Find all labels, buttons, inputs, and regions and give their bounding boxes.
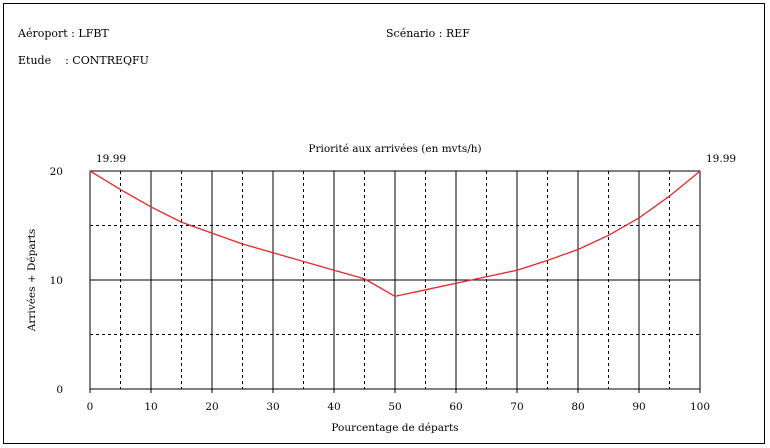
scenario-label: Scénario — [386, 27, 436, 40]
x-tick-label: 20 — [205, 401, 218, 413]
value-annotation: 19.99 — [96, 153, 126, 165]
x-tick-label: 10 — [144, 401, 157, 413]
airport-label: Aéroport — [18, 27, 68, 40]
grid — [90, 171, 700, 389]
x-tick-label: 0 — [87, 401, 94, 413]
x-axis-label: Pourcentage de départs — [331, 422, 458, 434]
x-tick-label: 50 — [388, 401, 401, 413]
airport-value: LFBT — [78, 27, 109, 40]
value-annotation: 19.99 — [706, 153, 736, 165]
series-line — [89, 170, 701, 298]
y-tick-label: 0 — [56, 384, 63, 396]
study-header: Etude : CONTREQFU — [18, 54, 149, 67]
y-tick-label: 20 — [50, 166, 63, 178]
y-axis-label: Arrivées + Départs — [26, 229, 38, 332]
annotations: 19.99 19.99 — [96, 153, 736, 165]
x-tick-label: 70 — [510, 401, 523, 413]
scenario-value: REF — [445, 27, 470, 40]
x-tick-label: 100 — [690, 401, 710, 413]
x-tick-label: 60 — [449, 401, 462, 413]
x-tick-label: 30 — [266, 401, 279, 413]
x-tick-label: 80 — [571, 401, 584, 413]
chart-frame — [3, 3, 765, 444]
study-value: CONTREQFU — [72, 54, 149, 67]
y-tick-label: 10 — [50, 275, 63, 287]
tick-labels: 0 10 20 30 40 50 60 70 80 90 100 0 10 20 — [50, 166, 710, 413]
chart-title: Priorité aux arrivées (en mvts/h) — [308, 143, 481, 155]
x-tick-label: 40 — [327, 401, 340, 413]
series — [89, 170, 701, 298]
axes — [89, 170, 701, 393]
x-tick-label: 90 — [632, 401, 645, 413]
scenario-header: Scénario : REF — [386, 27, 470, 40]
airport-header: Aéroport : LFBT — [18, 27, 109, 40]
study-label: Etude — [18, 54, 52, 67]
